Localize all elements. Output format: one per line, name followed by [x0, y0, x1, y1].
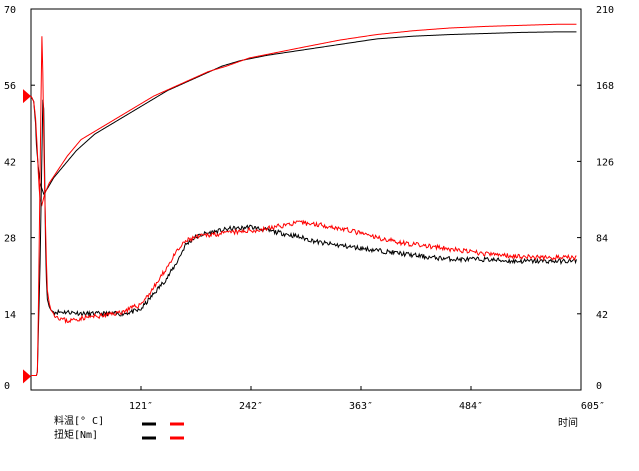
- curves: [30, 23, 577, 376]
- x-tick-label: 242″: [239, 401, 263, 412]
- temperature-series-red: [30, 23, 577, 207]
- x-axis: 121″ 242″ 363″ 484″ 605″: [129, 386, 605, 412]
- left-tick-label: 0: [4, 381, 10, 392]
- legend-label: 扭矩[Nm]: [54, 428, 98, 441]
- plot-frame: [30, 8, 582, 391]
- left-tick-label: 42: [4, 157, 16, 168]
- axis-marker-1[interactable]: [23, 369, 31, 384]
- left-tick-label: 70: [4, 5, 16, 16]
- x-tick-label: 605″: [581, 401, 605, 412]
- x-tick-label: 121″: [129, 401, 153, 412]
- x-tick-label: 484″: [459, 401, 483, 412]
- right-tick-label: 0: [596, 381, 602, 392]
- torque-series-red: [31, 36, 577, 376]
- left-axis-markers: [23, 89, 31, 384]
- right-tick-label: 210: [596, 5, 614, 16]
- right-tick-label: 42: [596, 310, 608, 321]
- left-y-axis: 0 14 28 42 56 70: [4, 5, 35, 392]
- axis-marker-0[interactable]: [23, 89, 31, 104]
- left-tick-label: 14: [4, 310, 16, 321]
- legend-label: 料温[° C]: [54, 414, 104, 427]
- right-tick-label: 84: [596, 234, 608, 245]
- right-tick-label: 126: [596, 157, 614, 168]
- legend: 料温[° C]扭矩[Nm]: [54, 414, 184, 441]
- left-tick-label: 28: [4, 234, 16, 245]
- x-tick-label: 363″: [349, 401, 373, 412]
- right-y-axis: 0 42 84 126 168 210: [577, 5, 614, 392]
- right-tick-label: 168: [596, 81, 614, 92]
- temperature-series-black: [30, 31, 577, 196]
- left-tick-label: 56: [4, 81, 16, 92]
- x-axis-label: 时间: [558, 416, 578, 429]
